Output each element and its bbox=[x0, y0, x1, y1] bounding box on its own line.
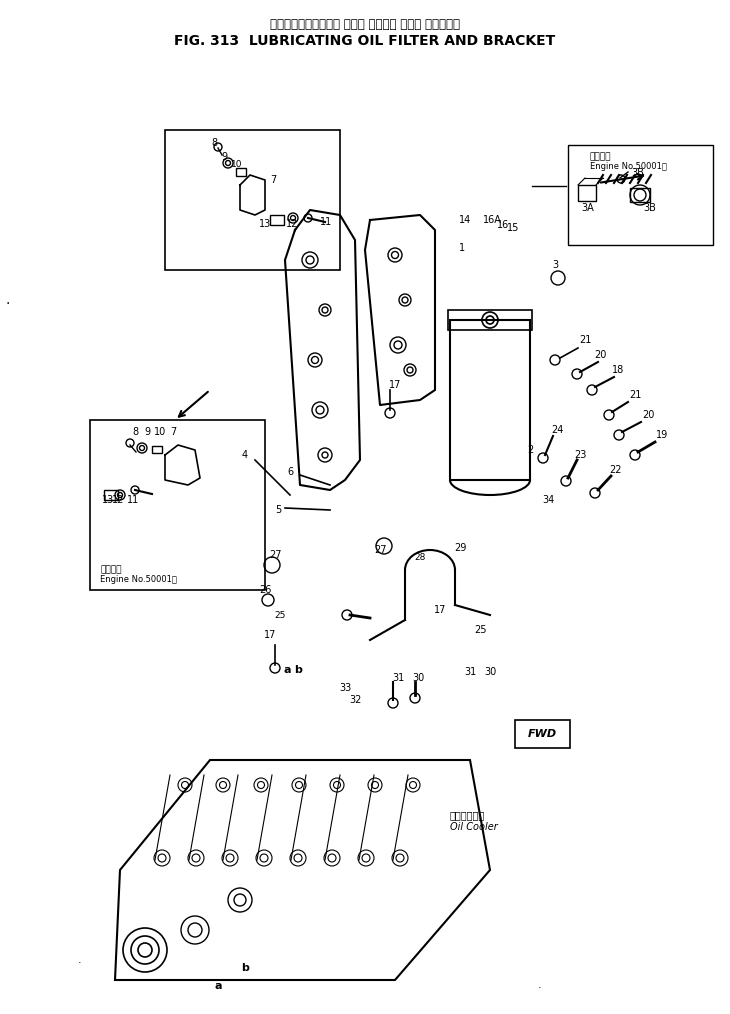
Text: 4: 4 bbox=[242, 450, 248, 460]
Text: 20: 20 bbox=[593, 350, 606, 360]
Text: 17: 17 bbox=[434, 605, 446, 615]
Text: オイルクーラ: オイルクーラ bbox=[450, 810, 485, 820]
Text: 3B: 3B bbox=[644, 203, 656, 213]
Text: .: . bbox=[78, 955, 82, 965]
Text: FIG. 313  LUBRICATING OIL FILTER AND BRACKET: FIG. 313 LUBRICATING OIL FILTER AND BRAC… bbox=[174, 34, 556, 48]
Text: 17: 17 bbox=[389, 380, 402, 390]
Text: 27: 27 bbox=[269, 550, 281, 560]
Text: 30: 30 bbox=[484, 667, 496, 677]
Text: 1: 1 bbox=[459, 243, 465, 254]
Text: 12: 12 bbox=[112, 495, 124, 505]
Text: 9: 9 bbox=[221, 152, 227, 162]
Text: 30: 30 bbox=[412, 673, 424, 683]
Text: 3B: 3B bbox=[631, 168, 645, 178]
Text: 25: 25 bbox=[474, 625, 486, 635]
Text: 6: 6 bbox=[287, 467, 293, 477]
Bar bbox=[270, 215, 284, 225]
Text: 10: 10 bbox=[154, 427, 166, 437]
Bar bbox=[165, 130, 340, 270]
Text: 24: 24 bbox=[551, 425, 563, 435]
Text: 3: 3 bbox=[552, 260, 558, 270]
Text: 19: 19 bbox=[656, 430, 668, 440]
Text: 7: 7 bbox=[270, 175, 276, 185]
Text: 34: 34 bbox=[542, 495, 554, 505]
Bar bbox=[515, 720, 570, 748]
Text: 適用号機: 適用号機 bbox=[100, 565, 121, 574]
Text: .: . bbox=[6, 293, 10, 307]
Bar bbox=[152, 446, 162, 453]
Text: 13: 13 bbox=[259, 219, 271, 229]
Text: 16: 16 bbox=[497, 220, 509, 230]
Text: 2: 2 bbox=[527, 445, 533, 455]
Bar bbox=[568, 145, 713, 245]
Text: 22: 22 bbox=[609, 465, 621, 475]
Text: 12: 12 bbox=[286, 219, 298, 229]
Text: 21: 21 bbox=[629, 390, 641, 400]
Text: 11: 11 bbox=[127, 495, 139, 505]
Text: 28: 28 bbox=[415, 554, 426, 563]
Text: 7: 7 bbox=[170, 427, 176, 437]
Text: 31: 31 bbox=[392, 673, 404, 683]
Bar bbox=[236, 168, 246, 176]
Text: Oil Cooler: Oil Cooler bbox=[450, 822, 498, 832]
Text: 5: 5 bbox=[275, 505, 281, 515]
Text: 32: 32 bbox=[349, 695, 361, 705]
Text: 25: 25 bbox=[274, 611, 285, 621]
Text: 33: 33 bbox=[339, 683, 351, 693]
Text: 9: 9 bbox=[144, 427, 150, 437]
Text: Engine No.50001～: Engine No.50001～ bbox=[590, 162, 667, 171]
Text: b: b bbox=[241, 963, 249, 973]
Text: .: . bbox=[538, 980, 542, 990]
Text: a: a bbox=[214, 981, 222, 991]
Bar bbox=[448, 310, 532, 330]
Text: 8: 8 bbox=[211, 138, 217, 148]
Bar bbox=[450, 320, 530, 480]
Text: 31: 31 bbox=[464, 667, 476, 677]
Text: 8: 8 bbox=[132, 427, 138, 437]
Text: 13: 13 bbox=[102, 495, 114, 505]
Text: 26: 26 bbox=[259, 585, 271, 595]
Text: 16A: 16A bbox=[483, 215, 502, 225]
Text: 21: 21 bbox=[579, 335, 591, 345]
Text: 20: 20 bbox=[642, 410, 654, 420]
Text: 10: 10 bbox=[231, 159, 243, 168]
Text: a: a bbox=[283, 665, 291, 675]
Text: 18: 18 bbox=[612, 365, 624, 375]
Text: 17: 17 bbox=[264, 630, 276, 640]
Bar bbox=[578, 185, 596, 201]
Text: FWD: FWD bbox=[528, 729, 556, 739]
Text: b: b bbox=[294, 665, 302, 675]
Text: 27: 27 bbox=[374, 545, 386, 555]
Text: 23: 23 bbox=[574, 450, 586, 460]
Text: 29: 29 bbox=[454, 544, 466, 553]
Bar bbox=[104, 490, 118, 500]
Bar bbox=[630, 188, 650, 202]
Text: 3A: 3A bbox=[582, 203, 594, 213]
Text: 11: 11 bbox=[320, 217, 332, 227]
Text: 14: 14 bbox=[459, 215, 471, 225]
Text: ルーブリケーティング オイル フィルタ および ブラケット: ルーブリケーティング オイル フィルタ および ブラケット bbox=[270, 18, 460, 31]
Text: 適用号機: 適用号機 bbox=[590, 152, 612, 161]
Bar bbox=[90, 420, 265, 590]
Text: Engine No.50001～: Engine No.50001～ bbox=[100, 575, 177, 584]
Text: 15: 15 bbox=[507, 223, 519, 233]
